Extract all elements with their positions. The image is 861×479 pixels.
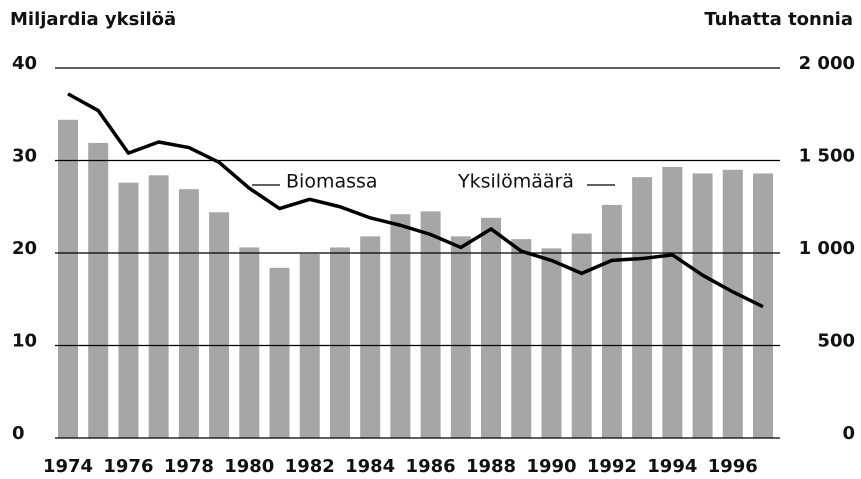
y-tick-label: 0 — [12, 423, 25, 444]
x-tick-label: 1974 — [43, 456, 93, 477]
bar — [722, 169, 743, 438]
y2-tick-label: 1 500 — [799, 146, 855, 167]
y2-tick-label: 2 000 — [799, 53, 855, 74]
x-tick-label: 1988 — [466, 456, 516, 477]
bar — [118, 182, 139, 438]
x-tick-label: 1984 — [345, 456, 395, 477]
y-tick-label: 20 — [12, 238, 37, 259]
bar — [571, 233, 592, 438]
y-tick-label: 30 — [12, 146, 37, 167]
bar — [209, 212, 230, 438]
bar — [360, 236, 381, 438]
x-tick-label: 1992 — [587, 456, 637, 477]
bar — [329, 247, 350, 438]
bar — [420, 211, 441, 438]
bar — [58, 119, 78, 439]
line — [67, 92, 764, 309]
bar — [601, 204, 622, 438]
bar — [88, 142, 109, 439]
bar — [662, 166, 683, 438]
bar — [269, 267, 290, 438]
bar — [632, 177, 653, 438]
y-tick-label: 40 — [12, 53, 37, 74]
y2-axis-title: Tuhatta tonnia — [704, 9, 853, 30]
y2-tick-label: 1 000 — [799, 238, 855, 259]
x-tick-label: 1994 — [647, 456, 697, 477]
bar — [450, 236, 471, 438]
bar — [541, 248, 562, 438]
y-tick-label: 10 — [12, 331, 37, 352]
series-label: Yksilömäärä — [457, 171, 574, 193]
x-tick-label: 1996 — [708, 456, 758, 477]
y2-tick-label: 500 — [817, 331, 855, 352]
x-tick-label: 1982 — [285, 456, 335, 477]
bar — [148, 175, 169, 439]
x-tick-label: 1990 — [526, 456, 576, 477]
bar — [239, 247, 260, 438]
x-tick-label: 1986 — [406, 456, 456, 477]
x-tick-label: 1980 — [224, 456, 274, 477]
y2-tick-label: 0 — [842, 423, 855, 444]
x-tick-label: 1976 — [103, 456, 153, 477]
series-label: Biomassa — [286, 171, 378, 193]
bar — [390, 214, 411, 438]
x-tick-label: 1978 — [164, 456, 214, 477]
bar — [178, 189, 199, 438]
y-axis-title: Miljardia yksilöä — [10, 9, 176, 30]
bar — [692, 173, 713, 438]
bar — [481, 217, 502, 438]
bar — [511, 239, 532, 438]
